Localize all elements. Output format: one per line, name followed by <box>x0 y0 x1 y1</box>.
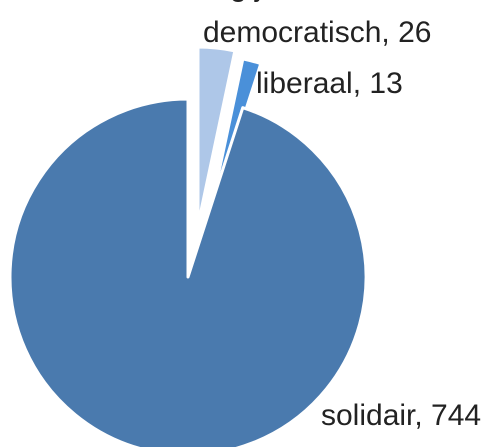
data-label-democratisch: democratisch, 26 <box>203 16 431 49</box>
chart-title-fragment: g j <box>230 0 262 3</box>
pie-slices <box>8 45 368 447</box>
pie-slice-solidair <box>8 97 368 447</box>
pie-slice-democratisch <box>196 45 237 227</box>
data-label-liberaal: liberaal, 13 <box>256 67 403 100</box>
data-label-solidair: solidair, 744 <box>321 399 481 432</box>
